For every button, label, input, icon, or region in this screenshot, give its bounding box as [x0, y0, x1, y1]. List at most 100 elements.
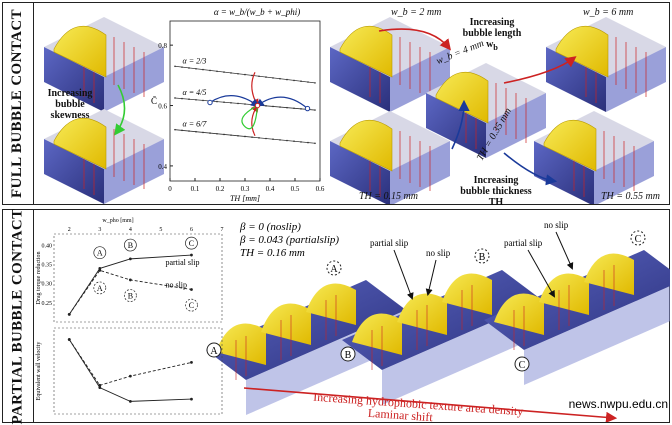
- series-point: [216, 70, 218, 73]
- case-letter: B: [128, 241, 133, 250]
- series-point: [251, 74, 253, 77]
- series-point: [300, 108, 302, 110]
- case-b-text: B: [345, 350, 352, 361]
- lower-series-point: [190, 397, 193, 401]
- x-tick-label: 0.4: [266, 185, 275, 193]
- red-arrow: [378, 28, 452, 51]
- x-tick-label: 4: [129, 227, 132, 233]
- upper-series-point: [190, 288, 193, 291]
- series-point: [265, 137, 267, 140]
- lower-series-point: [67, 338, 71, 341]
- lower-series-point: [190, 361, 193, 364]
- y-tick-label: 0.4: [158, 163, 167, 171]
- chart-c-vs-th: 0 0.1 0.2 0.3 0.4 0.5 0.6 0.4 0.6 0.8 TH [mm] C̄ α =…: [151, 7, 325, 203]
- length-label: Increasing bubble length wb: [459, 17, 525, 53]
- partial-bubble-figure: A B C A B C partial slip no slip partial…: [36, 218, 670, 422]
- lower-series-line: [68, 339, 192, 402]
- lower-y-label: Equivalent wall velocity: [36, 342, 42, 401]
- full-bubble-panel: FULL BUBBLE CONTACT: [2, 2, 670, 208]
- series-point: [216, 100, 218, 103]
- series-point: [237, 102, 239, 105]
- x-tick-label: 0: [168, 185, 172, 193]
- series-point: [195, 67, 197, 70]
- series-point: [286, 139, 288, 142]
- upper-frame: [53, 233, 223, 323]
- series-point: [181, 97, 183, 100]
- x-tick-label: 3: [98, 227, 101, 233]
- series-point: [251, 103, 253, 106]
- series-point: [195, 98, 197, 101]
- series-point: [265, 76, 267, 78]
- x-tick-label: 7: [221, 227, 224, 233]
- series-point: [188, 130, 190, 132]
- laminar-label: Laminar shift: [367, 406, 433, 422]
- upper-series-point: [128, 278, 132, 282]
- x-tick-label: 6: [190, 227, 193, 233]
- series-point: [202, 99, 204, 102]
- case-c-marker: [514, 356, 530, 372]
- series-point: [293, 107, 295, 110]
- full-bubble-side-label: FULL BUBBLE CONTACT: [3, 3, 34, 204]
- series-point: [202, 68, 204, 71]
- case-circle: [185, 298, 198, 312]
- partial-slip-label-c: partial slip: [504, 238, 543, 248]
- series-point: [174, 97, 176, 99]
- case-letter: B: [128, 292, 133, 301]
- x-tick-label: 0.2: [216, 185, 225, 193]
- x-tick-label: 5: [159, 227, 162, 233]
- no-slip-label-b: no slip: [426, 248, 451, 258]
- lower-series-line: [68, 339, 192, 386]
- y-tick-label: 0.30: [42, 282, 53, 288]
- partial-bubble-side-label: PARTIAL BUBBLE CONTACT: [3, 207, 34, 425]
- th-value: TH = 0.16 mm: [240, 247, 305, 259]
- full-bubble-figure: 0 0.1 0.2 0.3 0.4 0.5 0.6 0.4 0.6 0.8 TH [mm] C̄ α =…: [43, 7, 667, 204]
- case-letter: C: [189, 301, 194, 310]
- bubble-cell: [43, 108, 165, 204]
- formula-label: α = w_b/(w_b + w_phi): [214, 7, 300, 17]
- case-circle: [124, 238, 137, 252]
- series-point: [216, 132, 218, 135]
- skewness-label: Increasing bubble skewness: [47, 88, 93, 121]
- series-point: [300, 80, 302, 83]
- pointer-arrow: [393, 249, 414, 300]
- case-b-dashed-text: B: [479, 252, 486, 263]
- series-point: [314, 82, 316, 84]
- red-arrow: [503, 56, 577, 84]
- no-slip-label-c: no slip: [544, 220, 569, 230]
- x-tick-label: 0.5: [291, 185, 300, 193]
- series-point: [265, 105, 267, 107]
- series-name: α = 2/3: [183, 56, 207, 65]
- series-point: [195, 130, 197, 133]
- green-arrow: [114, 84, 126, 136]
- series-name: α = 6/7: [183, 120, 208, 129]
- series-point: [244, 135, 246, 138]
- pointer-arrow: [527, 249, 555, 298]
- x-tick-label: 2: [68, 227, 71, 233]
- case-a-dashed: [326, 260, 342, 276]
- green-loop: [241, 104, 259, 130]
- series-point: [272, 77, 274, 79]
- series-point: [174, 65, 176, 68]
- blue-arrow: [503, 152, 558, 186]
- series-point: [230, 102, 232, 104]
- y-tick-label: 0.35: [42, 263, 53, 269]
- length-label-sub: b: [493, 43, 498, 52]
- top-x-label: w_pho [mm]: [102, 218, 133, 224]
- texture-strip-c: [483, 249, 670, 386]
- case-letter: A: [97, 249, 103, 258]
- red-path: [250, 103, 259, 136]
- x-tick-label: 0.3: [241, 185, 250, 193]
- case-letter: A: [97, 284, 103, 293]
- lower-series-point: [128, 399, 132, 403]
- upper-series-line: [68, 269, 192, 315]
- series-point: [286, 78, 288, 81]
- series-point: [181, 66, 183, 68]
- partial-slip-label-b: partial slip: [370, 238, 409, 248]
- upper-series-point: [190, 253, 193, 257]
- y-tick-label: 0.8: [158, 42, 167, 50]
- partial-bubble-title: PARTIAL BUBBLE CONTACT: [9, 207, 26, 425]
- series-point: [286, 106, 288, 109]
- density-arrow: [243, 387, 618, 422]
- series-point: [209, 132, 211, 134]
- lower-frame: [53, 327, 223, 415]
